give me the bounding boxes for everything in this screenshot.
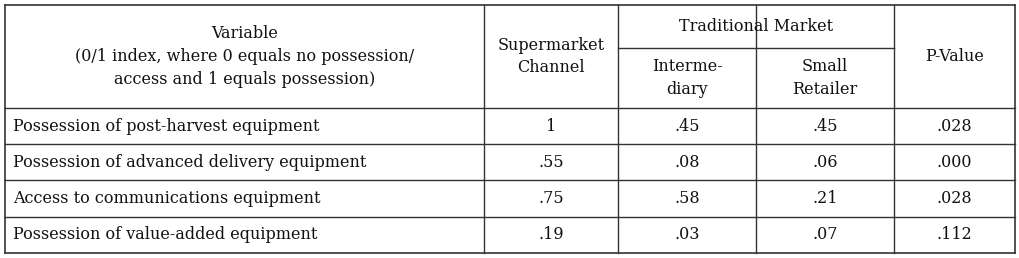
Text: Variable
(0/1 index, where 0 equals no possession/
access and 1 equals possessio: Variable (0/1 index, where 0 equals no p… — [74, 25, 414, 88]
Text: Access to communications equipment: Access to communications equipment — [13, 190, 320, 207]
Text: .19: .19 — [538, 226, 564, 243]
Text: .028: .028 — [935, 190, 971, 207]
Text: .06: .06 — [811, 154, 837, 171]
Text: .08: .08 — [674, 154, 699, 171]
Text: .03: .03 — [674, 226, 699, 243]
Text: P-Value: P-Value — [924, 48, 982, 65]
Text: .07: .07 — [811, 226, 837, 243]
Text: Possession of advanced delivery equipment: Possession of advanced delivery equipmen… — [13, 154, 366, 171]
Text: .45: .45 — [811, 118, 837, 135]
Text: Supermarket
Channel: Supermarket Channel — [497, 37, 604, 76]
Text: .028: .028 — [935, 118, 971, 135]
Text: Small
Retailer: Small Retailer — [792, 58, 857, 98]
Text: 1: 1 — [545, 118, 555, 135]
Text: Possession of post-harvest equipment: Possession of post-harvest equipment — [13, 118, 319, 135]
Text: .58: .58 — [674, 190, 699, 207]
Text: .112: .112 — [935, 226, 971, 243]
Text: Interme-
diary: Interme- diary — [651, 58, 721, 98]
Text: .55: .55 — [538, 154, 564, 171]
Text: .75: .75 — [538, 190, 564, 207]
Text: Possession of value-added equipment: Possession of value-added equipment — [13, 226, 317, 243]
Text: Traditional Market: Traditional Market — [679, 18, 833, 35]
Text: .21: .21 — [811, 190, 837, 207]
Text: .000: .000 — [935, 154, 971, 171]
Text: .45: .45 — [674, 118, 699, 135]
